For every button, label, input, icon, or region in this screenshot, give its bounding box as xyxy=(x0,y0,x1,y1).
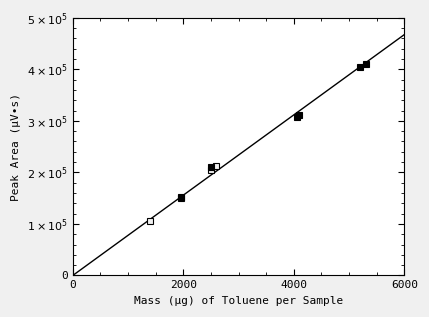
Y-axis label: Peak Area (μV•s): Peak Area (μV•s) xyxy=(11,93,21,201)
X-axis label: Mass (μg) of Toluene per Sample: Mass (μg) of Toluene per Sample xyxy=(134,296,343,306)
